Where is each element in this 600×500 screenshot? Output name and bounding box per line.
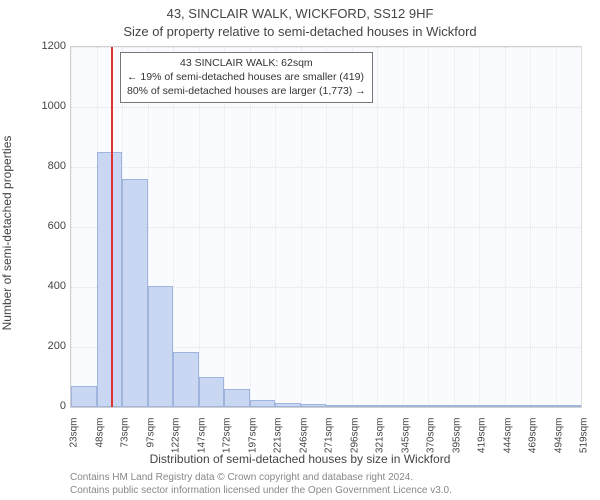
x-tick-label: 48sqm	[94, 418, 105, 448]
x-tick-label: 494sqm	[553, 418, 564, 454]
histogram-bar	[97, 152, 123, 407]
x-tick-label: 419sqm	[477, 418, 488, 454]
grid-line-v	[454, 47, 455, 407]
histogram-bar	[148, 286, 174, 408]
y-tick-label: 0	[60, 400, 66, 412]
histogram-bar	[403, 405, 429, 407]
x-tick-label: 147sqm	[196, 418, 207, 454]
histogram-bar	[122, 179, 148, 407]
x-tick-label: 370sqm	[426, 418, 437, 454]
histogram-bar	[428, 405, 454, 407]
property-marker-line	[111, 47, 113, 407]
x-tick-label: 345sqm	[400, 418, 411, 454]
annotation-line-subject: 43 SINCLAIR WALK: 62sqm	[127, 56, 366, 70]
grid-line-v	[403, 47, 404, 407]
histogram-bar	[275, 403, 301, 408]
grid-line-v	[505, 47, 506, 407]
histogram-bar	[479, 405, 505, 407]
histogram-bar	[326, 405, 352, 407]
histogram-bar	[505, 405, 531, 407]
x-tick-label: 296sqm	[349, 418, 360, 454]
y-tick-label: 800	[48, 160, 66, 172]
x-tick-label: 469sqm	[528, 418, 539, 454]
annotation-line-smaller: ← 19% of semi-detached houses are smalle…	[127, 70, 366, 84]
annotation-line-larger: 80% of semi-detached houses are larger (…	[127, 84, 366, 98]
x-tick-label: 197sqm	[247, 418, 258, 454]
x-tick-label: 271sqm	[324, 418, 335, 454]
y-tick-label: 200	[48, 340, 66, 352]
grid-line-v	[71, 47, 72, 407]
x-tick-label: 444sqm	[502, 418, 513, 454]
grid-line-v	[479, 47, 480, 407]
footnote-copyright: Contains HM Land Registry data © Crown c…	[70, 472, 413, 483]
annotation-box: 43 SINCLAIR WALK: 62sqm← 19% of semi-det…	[120, 52, 373, 103]
x-tick-label: 23sqm	[69, 418, 80, 448]
x-tick-label: 321sqm	[375, 418, 386, 454]
histogram-bar	[250, 400, 276, 408]
y-axis-label: Number of semi-detached properties	[0, 136, 14, 331]
x-tick-label: 221sqm	[273, 418, 284, 454]
histogram-bar	[530, 405, 556, 407]
grid-line-v	[428, 47, 429, 407]
y-tick-label: 600	[48, 220, 66, 232]
x-tick-label: 97sqm	[145, 418, 156, 448]
x-tick-label: 519sqm	[579, 418, 590, 454]
x-tick-label: 172sqm	[222, 418, 233, 454]
y-tick-label: 1000	[42, 100, 66, 112]
histogram-bar	[454, 405, 480, 407]
y-tick-label: 1200	[42, 40, 66, 52]
grid-line-v	[556, 47, 557, 407]
x-tick-label: 122sqm	[171, 418, 182, 454]
page-title-line1: 43, SINCLAIR WALK, WICKFORD, SS12 9HF	[0, 6, 600, 21]
histogram-bar	[173, 352, 199, 408]
histogram-bar	[301, 404, 327, 407]
x-tick-label: 395sqm	[451, 418, 462, 454]
x-tick-label: 246sqm	[298, 418, 309, 454]
histogram-bar	[377, 405, 403, 407]
histogram-bar	[352, 405, 378, 407]
histogram-bar	[199, 377, 225, 407]
footnote-licence: Contains public sector information licen…	[70, 485, 452, 496]
grid-line-v	[581, 47, 582, 407]
x-tick-label: 73sqm	[120, 418, 131, 448]
grid-line-v	[530, 47, 531, 407]
x-axis-label: Distribution of semi-detached houses by …	[0, 452, 600, 466]
y-tick-label: 400	[48, 280, 66, 292]
histogram-bar	[71, 386, 97, 407]
grid-line-v	[377, 47, 378, 407]
page-title-line2: Size of property relative to semi-detach…	[0, 24, 600, 39]
histogram-bar	[224, 389, 250, 407]
histogram-bar	[556, 405, 582, 407]
